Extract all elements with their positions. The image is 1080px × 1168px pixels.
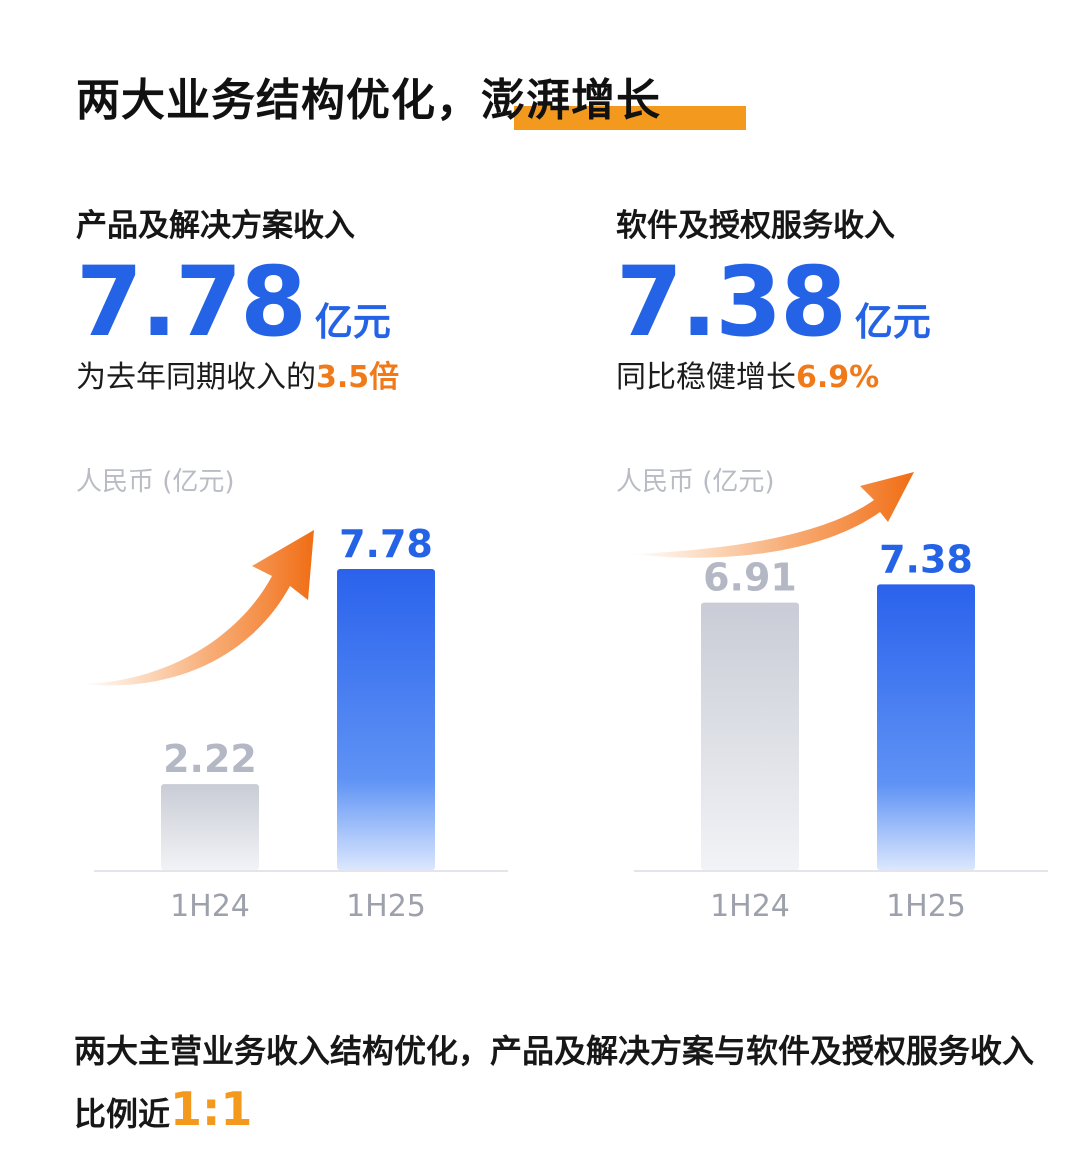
big-value: 7.38: [616, 246, 847, 358]
subtitle-highlight: 3.5倍: [316, 360, 400, 395]
footer-text: 两大主营业务收入结构优化，产品及解决方案与软件及授权服务收入比例近: [74, 1032, 1035, 1133]
bar-chart-product: 人民币 (亿元) 2.22 1H24 7.78 1H25: [76, 467, 508, 924]
panel-subtitle: 同比稳健增长6.9%: [616, 358, 1066, 398]
x-tick-label: 1H25: [346, 889, 426, 924]
big-figure: 7.78 亿元: [76, 254, 526, 350]
panel-product-revenue: 产品及解决方案收入 7.78 亿元 为去年同期收入的3.5倍 人民币 (亿元) 2.…: [76, 204, 526, 924]
title-text: 两大业务结构优化，: [76, 75, 481, 126]
big-unit: 亿元: [854, 300, 931, 344]
subtitle-prefix: 同比稳健增长: [616, 360, 796, 395]
bar-value-label: 6.91: [703, 556, 797, 600]
growth-arrow-icon: [630, 472, 914, 558]
bar-value-label: 7.38: [879, 537, 973, 581]
y-axis-unit-label: 人民币 (亿元): [616, 467, 775, 497]
bar-chart-software: 人民币 (亿元) 6.91 1H24 7.38 1H25: [616, 467, 1048, 924]
panel-heading: 产品及解决方案收入: [76, 208, 355, 244]
title-highlight-bar: [514, 106, 746, 130]
big-unit: 亿元: [314, 300, 391, 344]
footer-ratio: 1:1: [170, 1082, 253, 1136]
x-tick-label: 1H24: [710, 889, 790, 924]
bar-1h25: [337, 568, 435, 870]
bar-value-label: 2.22: [163, 737, 257, 781]
panel-subtitle: 为去年同期收入的3.5倍: [76, 358, 526, 398]
page-title-wrap: 两大业务结构优化，澎湃增长: [76, 72, 746, 134]
growth-arrow-icon: [80, 530, 314, 686]
x-tick-label: 1H25: [886, 889, 966, 924]
bar-value-label: 7.78: [339, 522, 433, 566]
subtitle-prefix: 为去年同期收入的: [76, 360, 316, 395]
y-axis-unit-label: 人民币 (亿元): [76, 467, 235, 497]
bar-1h24: [161, 784, 259, 870]
bar-1h25: [877, 584, 975, 870]
big-value: 7.78: [76, 246, 307, 358]
x-tick-label: 1H24: [170, 889, 250, 924]
bar-1h24: [701, 602, 799, 870]
footer-summary: 两大主营业务收入结构优化，产品及解决方案与软件及授权服务收入比例近1:1: [74, 1022, 1034, 1143]
subtitle-highlight: 6.9%: [796, 360, 880, 395]
panel-software-revenue: 软件及授权服务收入 7.38 亿元 同比稳健增长6.9% 人民币 (亿元) 6.91…: [616, 204, 1066, 924]
page-title: 两大业务结构优化，澎湃增长: [76, 72, 661, 130]
panel-heading: 软件及授权服务收入: [616, 208, 895, 244]
big-figure: 7.38 亿元: [616, 254, 1066, 350]
title-highlight-text: 澎湃增长: [481, 75, 661, 126]
